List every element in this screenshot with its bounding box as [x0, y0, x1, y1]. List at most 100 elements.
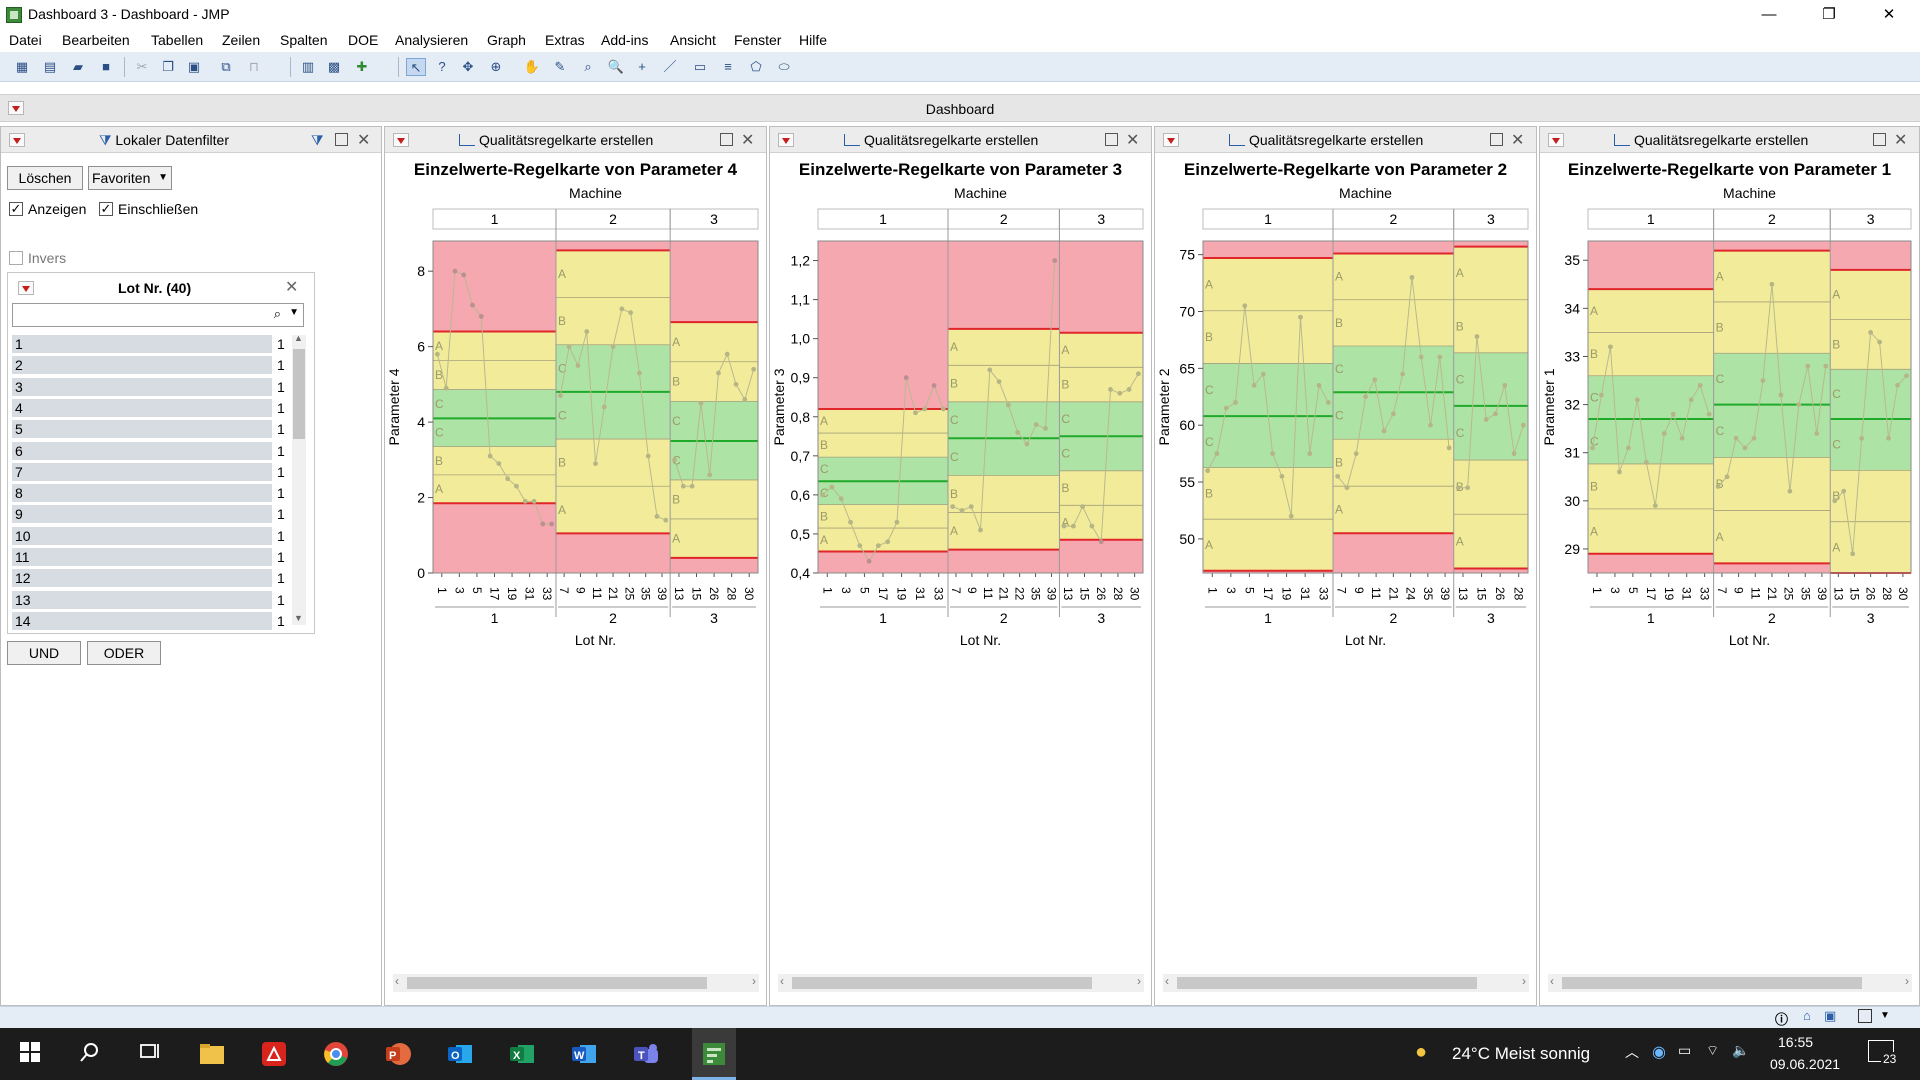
control-chart-svg[interactable]: Einzelwerte-Regelkarte von Parameter 4 Ma…: [385, 153, 766, 713]
search-icon[interactable]: ⌕: [273, 306, 281, 321]
paste-icon[interactable]: ▣: [187, 59, 201, 74]
menu-doe[interactable]: DOE: [348, 32, 379, 48]
menu-ansicht[interactable]: Ansicht: [670, 32, 716, 48]
task-view-icon[interactable]: [138, 1040, 166, 1068]
search-icon[interactable]: [78, 1040, 106, 1068]
menu-zeilen[interactable]: Zeilen: [222, 32, 261, 48]
cross-tool-icon[interactable]: +: [638, 59, 646, 74]
control-chart-svg[interactable]: Einzelwerte-Regelkarte von Parameter 2 Ma…: [1155, 153, 1536, 713]
lot-list-item[interactable]: 11 1: [12, 548, 285, 566]
save-icon[interactable]: ■: [102, 59, 110, 74]
info-icon[interactable]: ⓘ: [1775, 1012, 1789, 1027]
panel-maximize-icon[interactable]: [1105, 133, 1118, 146]
powerpoint-icon[interactable]: P: [384, 1040, 412, 1068]
scroll-down-icon[interactable]: ▼: [294, 613, 303, 623]
menu-tabellen[interactable]: Tabellen: [151, 32, 204, 48]
new-script-icon[interactable]: ▤: [43, 59, 57, 74]
panel-maximize-icon[interactable]: [1873, 133, 1886, 146]
panel-maximize-icon[interactable]: [720, 133, 733, 146]
lot-filter-menu-icon[interactable]: [18, 281, 34, 295]
weather-text[interactable]: 24°C Meist sonnig: [1452, 1044, 1591, 1063]
lot-filter-close-icon[interactable]: ✕: [285, 279, 299, 296]
scroll-left-icon[interactable]: ‹: [395, 974, 399, 988]
chart-menu-icon[interactable]: [393, 133, 409, 147]
excel-icon[interactable]: X: [508, 1040, 536, 1068]
menu-graph[interactable]: Graph: [487, 32, 526, 48]
panel-close-icon[interactable]: ✕: [1126, 132, 1140, 149]
acrobat-icon[interactable]: [260, 1040, 288, 1068]
clock-time[interactable]: 16:55: [1778, 1034, 1814, 1050]
brush-tool-icon[interactable]: ✎: [554, 59, 566, 74]
filter-maximize-icon[interactable]: [335, 133, 348, 146]
scroll-right-icon[interactable]: ›: [1905, 974, 1909, 988]
network-status-icon[interactable]: ◉: [1652, 1044, 1666, 1061]
menu-analysieren[interactable]: Analysieren: [395, 32, 469, 48]
include-checkbox[interactable]: ✓: [99, 201, 113, 216]
filter-close-icon[interactable]: ✕: [357, 132, 371, 149]
crosshair-tool-icon[interactable]: ⊕: [490, 59, 502, 74]
battery-icon[interactable]: ▭: [1678, 1042, 1692, 1058]
jmp-taskbar-icon[interactable]: [692, 1028, 736, 1080]
lot-list-scrollbar[interactable]: ▲ ▼: [292, 333, 306, 625]
scroll-right-icon[interactable]: ›: [752, 974, 756, 988]
scroll-up-icon[interactable]: ▲: [294, 333, 303, 343]
journal-icon[interactable]: ⧉: [221, 59, 231, 74]
dashboard-menu-icon[interactable]: [8, 101, 24, 115]
panel-close-icon[interactable]: ✕: [741, 132, 755, 149]
volume-icon[interactable]: 🔈: [1732, 1042, 1750, 1058]
scroll-left-icon[interactable]: ‹: [1165, 974, 1169, 988]
lot-list-item[interactable]: 12 1: [12, 569, 285, 588]
clear-button[interactable]: Löschen: [7, 166, 83, 190]
window-list-icon[interactable]: ▣: [1824, 1008, 1837, 1023]
windows-start-icon[interactable]: [18, 1040, 46, 1068]
oval-tool-icon[interactable]: ⬭: [778, 59, 790, 74]
minimize-button[interactable]: —: [1761, 6, 1777, 23]
and-button[interactable]: UND: [7, 641, 81, 665]
horizontal-scrollbar[interactable]: ‹ ›: [778, 974, 1144, 992]
wifi-icon[interactable]: ⌔: [1706, 1042, 1720, 1058]
invert-checkbox[interactable]: [9, 251, 23, 265]
add-icon[interactable]: ✚: [356, 59, 368, 74]
control-chart-svg[interactable]: Einzelwerte-Regelkarte von Parameter 1 Ma…: [1540, 153, 1919, 713]
arrow-tool-icon[interactable]: ↖: [406, 58, 426, 76]
scroll-thumb[interactable]: [792, 977, 1092, 989]
chevron-up-icon[interactable]: ︿: [1625, 1044, 1639, 1060]
menu-extras[interactable]: Extras: [545, 32, 585, 48]
show-checkbox[interactable]: ✓: [9, 201, 23, 216]
search-options-chevron-icon[interactable]: ▼: [289, 307, 299, 318]
text-tool-icon[interactable]: ▭: [693, 59, 707, 74]
hand-tool-icon[interactable]: ✋: [523, 59, 541, 74]
chart-menu-icon[interactable]: [1548, 133, 1564, 147]
filter-menu-icon[interactable]: [9, 133, 25, 147]
cut-icon[interactable]: ✂: [136, 59, 148, 74]
lot-list-scroll-thumb[interactable]: [293, 349, 305, 439]
scroll-thumb[interactable]: [1177, 977, 1477, 989]
scroll-left-icon[interactable]: ‹: [780, 974, 784, 988]
chart-menu-icon[interactable]: [778, 133, 794, 147]
chevron-down-icon[interactable]: ▼: [1880, 1010, 1890, 1021]
copy-icon[interactable]: ❐: [162, 59, 174, 74]
menu-hilfe[interactable]: Hilfe: [799, 32, 828, 48]
panel-close-icon[interactable]: ✕: [1894, 132, 1908, 149]
horizontal-scrollbar[interactable]: ‹ ›: [393, 974, 759, 992]
magnifier-tool-icon[interactable]: 🔍: [607, 59, 625, 74]
tabulate-icon[interactable]: ▩: [327, 59, 341, 74]
menu-add-ins[interactable]: Add-ins: [601, 32, 649, 48]
horizontal-scrollbar[interactable]: ‹ ›: [1163, 974, 1529, 992]
lock-icon[interactable]: ⊓: [248, 59, 260, 74]
lot-list-item[interactable]: 10 1: [12, 526, 285, 545]
new-table-icon[interactable]: ▦: [15, 59, 29, 74]
scroll-thumb[interactable]: [407, 977, 707, 989]
word-icon[interactable]: W: [570, 1040, 598, 1068]
scroll-thumb[interactable]: [1562, 977, 1862, 989]
scroll-right-icon[interactable]: ›: [1137, 974, 1141, 988]
data-table-icon[interactable]: ▥: [301, 59, 315, 74]
panel-close-icon[interactable]: ✕: [1511, 132, 1525, 149]
outlook-icon[interactable]: O: [446, 1040, 474, 1068]
lines-tool-icon[interactable]: ≡: [724, 59, 732, 74]
